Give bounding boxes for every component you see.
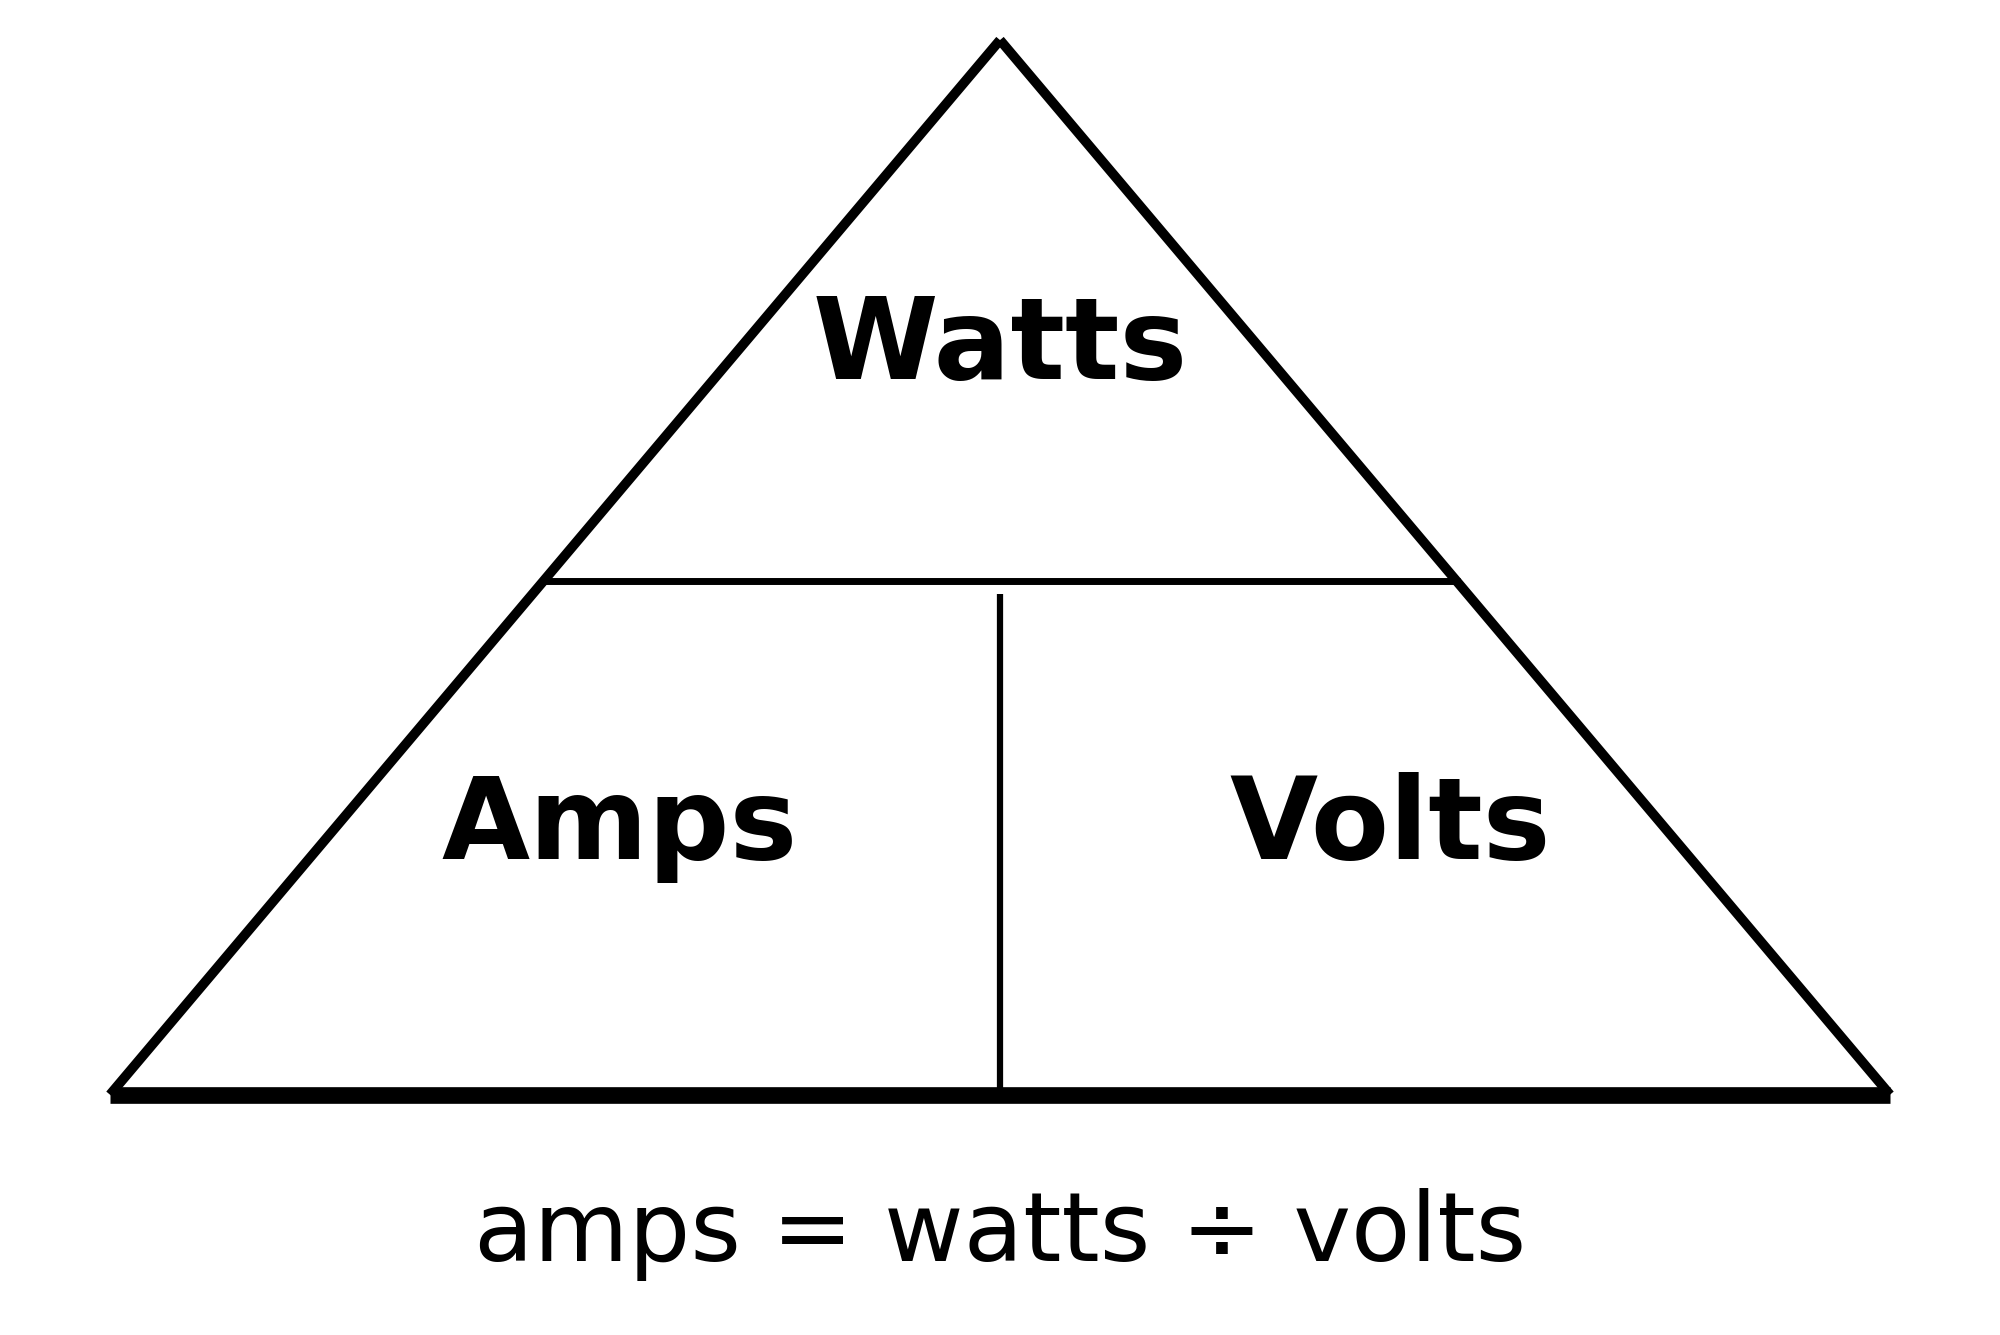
- Text: Watts: Watts: [812, 291, 1188, 403]
- Text: amps = watts ÷ volts: amps = watts ÷ volts: [474, 1188, 1526, 1282]
- Text: Amps: Amps: [442, 772, 798, 884]
- Text: Volts: Volts: [1230, 772, 1550, 884]
